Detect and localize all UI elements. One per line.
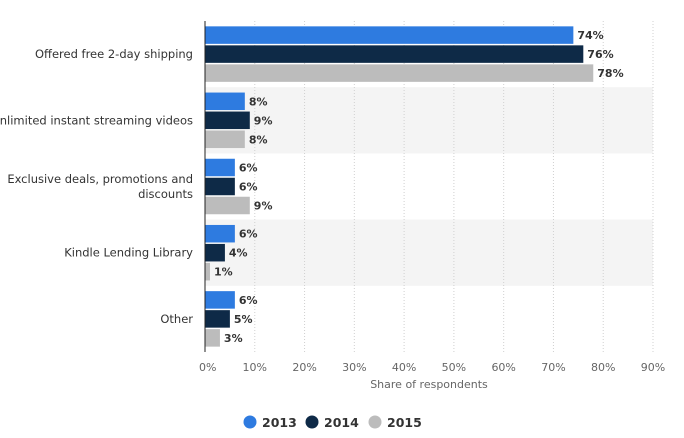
- data-label: 6%: [239, 162, 258, 175]
- gridlines: [254, 21, 654, 352]
- row-band: [205, 219, 653, 286]
- bar-2013[interactable]: [205, 92, 245, 111]
- x-tick-label: 0%: [199, 361, 216, 374]
- bar-2015[interactable]: [205, 64, 594, 82]
- category-label: Kindle Lending Library: [64, 246, 193, 260]
- category-label: Exclusive deals, promotions and discounts: [7, 172, 193, 201]
- bar-2015[interactable]: [205, 130, 245, 149]
- data-label: 6%: [239, 181, 258, 194]
- data-label: 3%: [224, 332, 243, 345]
- legend-label: 2014: [324, 415, 359, 430]
- data-label: 4%: [229, 247, 248, 260]
- bar-2015[interactable]: [205, 329, 220, 347]
- data-label: 74%: [577, 29, 603, 42]
- row-bands: [205, 87, 653, 286]
- x-tick-label: 50%: [442, 361, 466, 374]
- data-label: 76%: [587, 48, 613, 61]
- value-labels: 74% 76% 78% 8% 9% 8% 6% 6% 9% 6% 4% 1% 6% 5% 3%: [214, 29, 624, 345]
- data-label: 6%: [239, 228, 258, 241]
- bar-2014[interactable]: [205, 45, 584, 63]
- bar-2013[interactable]: [205, 224, 235, 243]
- category-label: Offered free 2-day shipping: [35, 47, 193, 61]
- legend[interactable]: 2013 2014 2015: [243, 415, 422, 430]
- row-band: [205, 87, 653, 154]
- legend-item-2013[interactable]: 2013: [243, 415, 297, 430]
- category-label: Unlimited instant streaming videos: [0, 113, 193, 127]
- x-tick-label: 20%: [292, 361, 316, 374]
- legend-label: 2013: [262, 415, 297, 430]
- bar-2013[interactable]: [205, 26, 574, 44]
- category-labels: Offered free 2-day shipping Unlimited ins…: [0, 47, 193, 326]
- bars: [205, 26, 594, 347]
- category-label: Other: [160, 312, 193, 326]
- x-tick-label: 70%: [541, 361, 565, 374]
- legend-swatch: [305, 415, 319, 429]
- data-label: 8%: [249, 133, 268, 146]
- bar-2013[interactable]: [205, 291, 235, 309]
- data-label: 5%: [234, 313, 253, 326]
- bar-2014[interactable]: [205, 177, 235, 196]
- data-label: 6%: [239, 294, 258, 307]
- x-tick-label: 10%: [243, 361, 267, 374]
- data-label: 78%: [597, 67, 623, 80]
- x-tick-label: 90%: [641, 361, 665, 374]
- data-label: 9%: [254, 114, 273, 127]
- bar-2014[interactable]: [205, 310, 230, 328]
- x-tick-label: 60%: [491, 361, 515, 374]
- x-tick-label: 80%: [591, 361, 615, 374]
- legend-label: 2015: [387, 415, 422, 430]
- bar-2014[interactable]: [205, 243, 225, 262]
- x-axis-title: Share of respondents: [370, 378, 488, 391]
- data-label: 8%: [249, 95, 268, 108]
- data-label: 1%: [214, 266, 233, 279]
- bar-2014[interactable]: [205, 111, 250, 130]
- legend-item-2015[interactable]: 2015: [368, 415, 422, 430]
- bar-2015[interactable]: [205, 262, 210, 281]
- bar-2013[interactable]: [205, 158, 235, 177]
- bar-2015[interactable]: [205, 196, 250, 215]
- legend-item-2014[interactable]: 2014: [305, 415, 360, 430]
- legend-swatch: [368, 415, 382, 429]
- legend-swatch: [243, 415, 257, 429]
- data-label: 9%: [254, 200, 273, 213]
- x-tick-label: 30%: [342, 361, 366, 374]
- x-axis-ticks: 0% 10% 20% 30% 40% 50% 60% 70% 80% 90%: [199, 361, 665, 374]
- x-tick-label: 40%: [392, 361, 416, 374]
